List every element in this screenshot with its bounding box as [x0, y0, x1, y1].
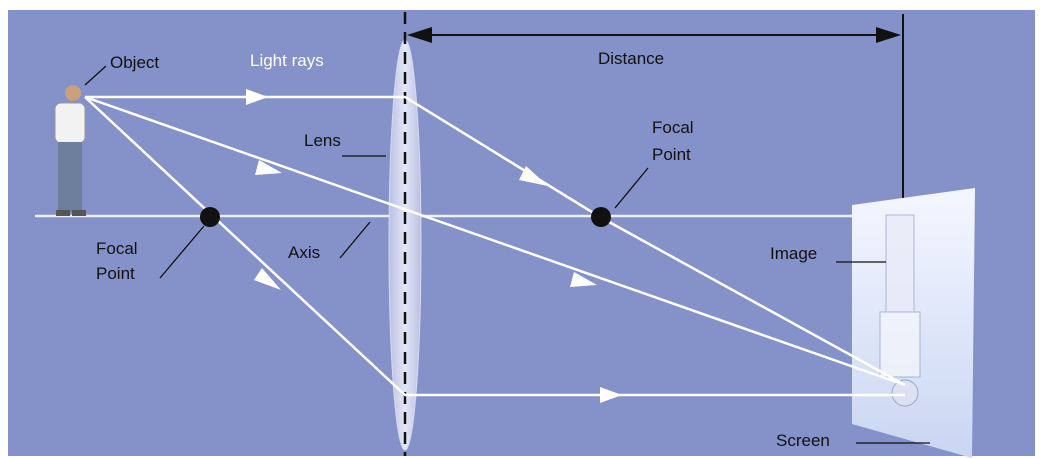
label: Focal: [652, 118, 694, 137]
ray-arrow: [254, 268, 281, 290]
label: Screen: [776, 431, 830, 450]
label: Distance: [598, 49, 664, 68]
label: Light rays: [250, 51, 324, 70]
focal-point: [591, 207, 611, 227]
ray: [84, 95, 906, 387]
ray-arrow: [600, 387, 622, 403]
ray: [84, 96, 905, 397]
ray-arrow: [255, 160, 282, 175]
leader-line: [339, 221, 371, 259]
image-figure: [879, 214, 921, 407]
label: Image: [770, 244, 817, 263]
leader-line: [614, 167, 649, 209]
arrowhead: [876, 27, 901, 43]
leader-line: [159, 225, 205, 279]
ray-arrow: [246, 89, 268, 105]
ray: [85, 95, 906, 387]
label: Point: [96, 264, 135, 283]
label: Lens: [304, 131, 341, 150]
label: Object: [110, 53, 159, 72]
ray-arrow: [570, 272, 597, 287]
label: Point: [652, 145, 691, 164]
focal-point: [200, 207, 220, 227]
object-figure: [54, 85, 86, 216]
ray-arrow: [519, 166, 548, 186]
arrowhead: [407, 27, 432, 43]
label: Focal: [96, 239, 138, 258]
leader-line: [84, 65, 107, 86]
label: Axis: [288, 243, 320, 262]
